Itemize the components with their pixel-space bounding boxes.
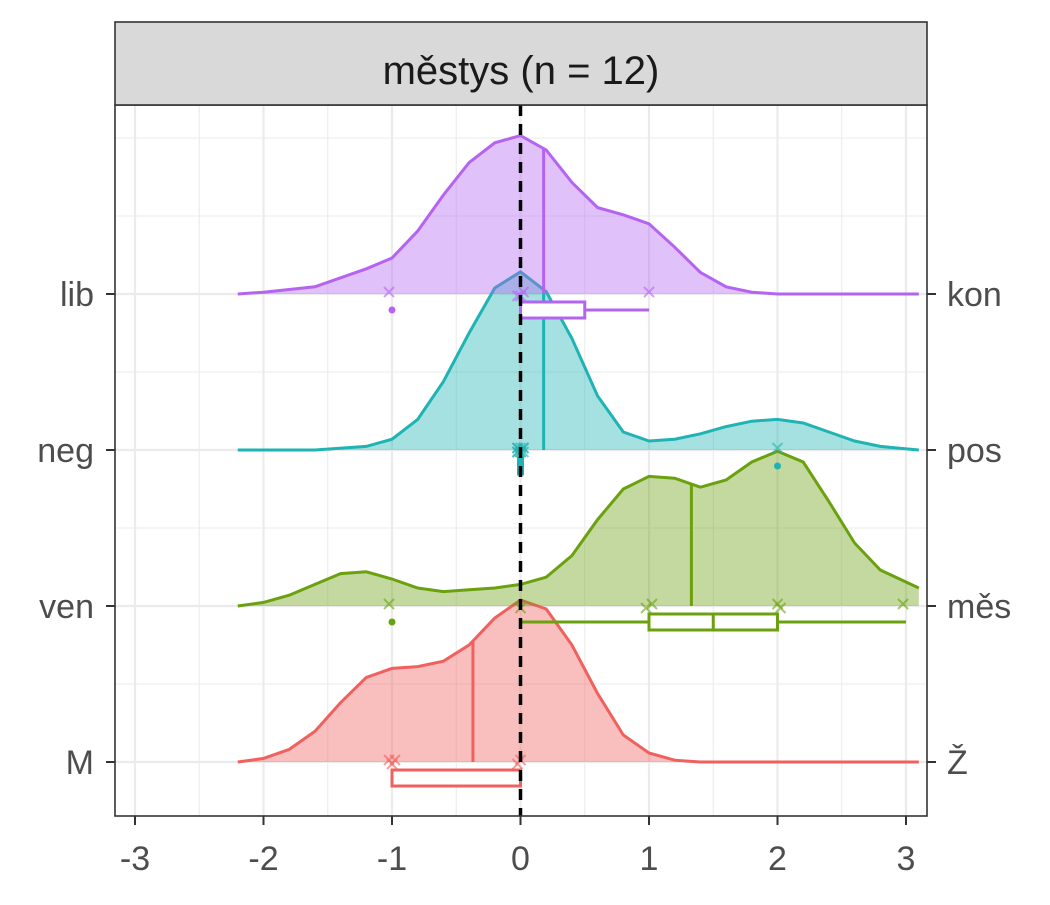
density-outline (237, 449, 920, 608)
data-point (389, 754, 401, 766)
density-area (237, 451, 919, 606)
y-label-right: Ž (947, 744, 968, 782)
boxplot-outlier (388, 306, 396, 314)
ridge-lib (237, 133, 919, 320)
boxplot-box (519, 300, 587, 320)
data-point (383, 286, 395, 298)
y-label-left: M (66, 744, 94, 782)
boxplot-outlier (774, 462, 781, 470)
x-tick-label: -2 (248, 840, 278, 878)
density-area (237, 135, 919, 294)
x-tick-label: 2 (768, 840, 787, 878)
ridge-M (237, 598, 919, 788)
data-point (646, 598, 658, 610)
facet-title: městys (n = 12) (383, 49, 660, 93)
y-label-left: lib (60, 276, 94, 314)
facet-strip: městys (n = 12) (114, 21, 928, 106)
y-label-right: kon (947, 276, 1002, 314)
x-tick-label: 3 (897, 840, 916, 878)
density-outline (237, 269, 919, 452)
boxplot-outlier (388, 618, 396, 626)
x-tick-label: -1 (377, 840, 407, 878)
y-label-right: pos (947, 432, 1002, 470)
data-point (771, 442, 784, 454)
y-label-left: ven (39, 588, 94, 626)
y-label-left: neg (37, 432, 94, 470)
series-layer (237, 133, 920, 788)
x-tick-label: 1 (640, 840, 659, 878)
facet-strip-background (114, 21, 928, 106)
density-area (237, 271, 919, 450)
data-point (643, 286, 655, 298)
ridge-ven (237, 449, 920, 632)
data-point (774, 602, 787, 614)
density-area (237, 600, 919, 762)
data-point (383, 598, 395, 610)
data-point (640, 602, 652, 614)
x-tick-label: 0 (511, 840, 530, 878)
data-point (897, 598, 909, 610)
boxplot-box (390, 768, 522, 788)
x-tick-label: -3 (120, 840, 150, 878)
density-outline (237, 133, 919, 296)
y-label-right: měs (947, 588, 1011, 626)
